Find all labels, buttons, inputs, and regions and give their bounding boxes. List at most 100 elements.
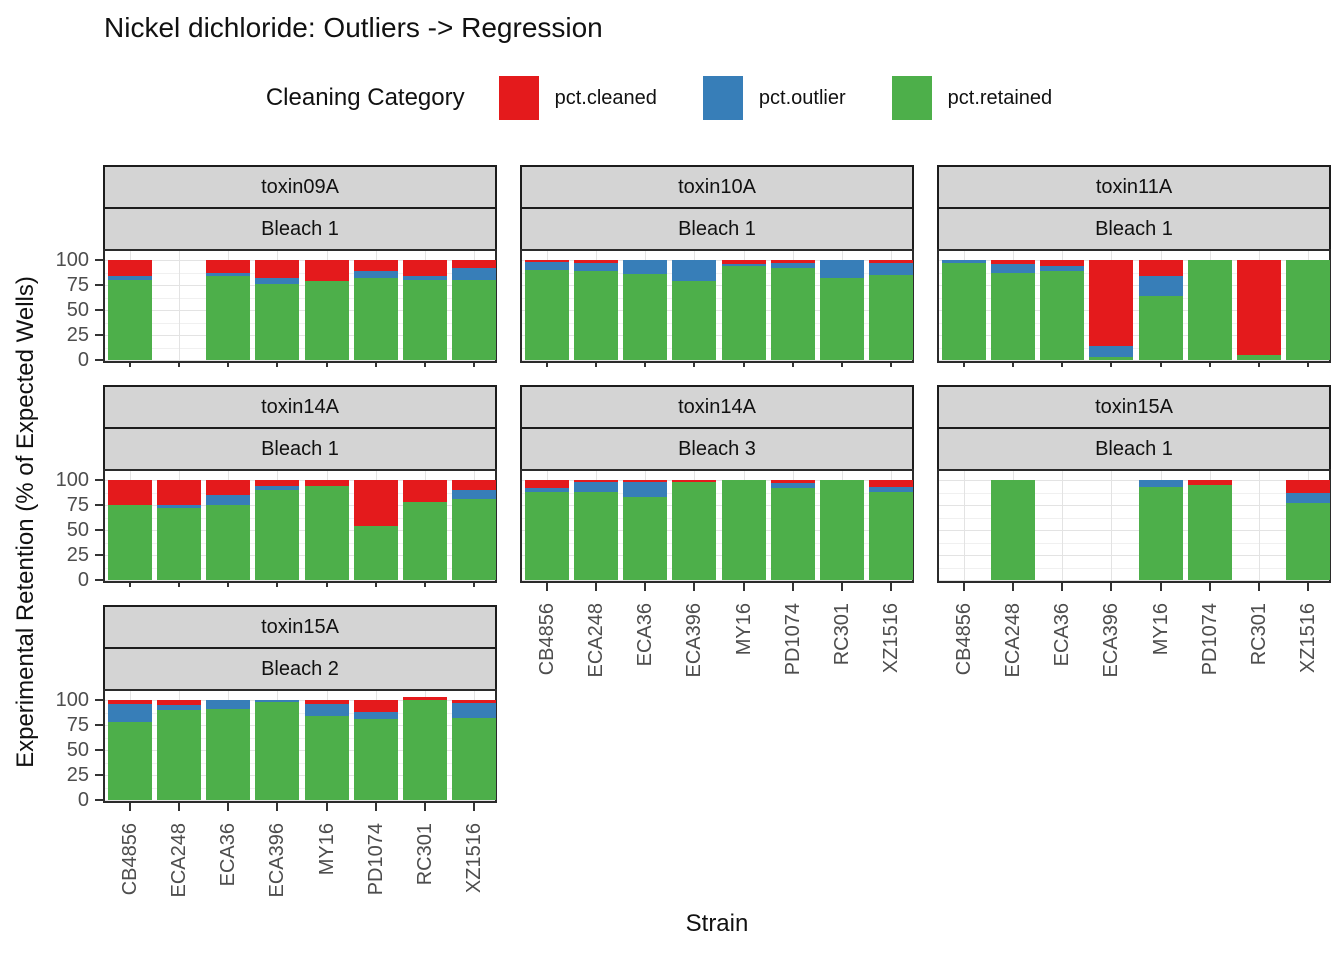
- gridline-major: [939, 505, 1329, 506]
- x-axis-tick-label: PD1074: [781, 603, 804, 676]
- legend-label-retained: pct.retained: [947, 86, 1053, 109]
- gridline-major: [105, 310, 495, 311]
- bar-segment: [770, 268, 815, 360]
- legend: Cleaning Category pct.cleaned pct.outlie…: [0, 70, 1344, 126]
- gridline-minor: [939, 322, 1329, 324]
- gridline-major: [105, 480, 495, 481]
- x-axis-tick: [177, 363, 180, 367]
- bar-segment: [403, 276, 448, 280]
- x-axis-tick: [693, 583, 696, 591]
- gridline-minor: [105, 492, 495, 494]
- bar-segment: [452, 703, 497, 718]
- gridline-major: [105, 700, 495, 701]
- y-axis-tick-label: 0: [77, 569, 89, 591]
- gridline-minor: [105, 517, 495, 519]
- x-axis-tick: [1061, 363, 1064, 367]
- bar-segment: [206, 260, 251, 273]
- gridline-major: [522, 260, 912, 261]
- bar-segment: [304, 716, 349, 800]
- x-axis-tick-label: ECA36: [634, 603, 657, 667]
- bar-segment: [304, 704, 349, 716]
- x-axis-tick: [128, 803, 131, 811]
- gridline-major: [522, 505, 912, 506]
- x-axis-tick-label: XZ1516: [880, 603, 903, 674]
- x-axis-tick: [644, 363, 647, 367]
- x-axis-tick: [1110, 583, 1113, 591]
- bar-segment: [869, 487, 914, 492]
- x-axis-tick: [545, 363, 548, 367]
- gridline-major: [522, 555, 912, 556]
- x-axis-tick: [1061, 583, 1064, 591]
- gridline-major: [522, 480, 912, 481]
- gridline-major: [105, 800, 495, 801]
- y-axis-tick: [95, 579, 103, 581]
- x-axis-tick-label: MY16: [1149, 603, 1172, 656]
- x-axis-tick: [276, 803, 279, 811]
- bar-segment: [1138, 480, 1183, 487]
- bar-segment: [353, 278, 398, 360]
- gridline-minor: [522, 492, 912, 494]
- bar-segment: [403, 280, 448, 360]
- y-axis-tick: [95, 799, 103, 801]
- plot-area: 0 25 50 75 100: [56, 469, 497, 591]
- x-axis-tick-label: CB4856: [535, 603, 558, 676]
- x-axis-tick: [594, 363, 597, 367]
- y-axis-tick: [95, 774, 103, 776]
- bar-segment: [1286, 493, 1331, 503]
- bar-segment: [1187, 485, 1232, 580]
- gridline-minor: [522, 297, 912, 299]
- bar-segment: [721, 266, 766, 360]
- bar-segment: [255, 260, 300, 278]
- bar-segment: [672, 482, 717, 580]
- gridline-vertical: [1259, 471, 1261, 581]
- gridline-major: [939, 360, 1329, 361]
- bar-segment: [721, 260, 766, 264]
- x-axis-tick: [890, 363, 893, 367]
- x-axis-tick: [473, 803, 476, 811]
- y-axis-tick-label: 25: [66, 544, 89, 566]
- facet-panel: toxin14A Bleach 1 0 25 50 75 100: [56, 385, 497, 591]
- bar-segment: [990, 480, 1035, 580]
- bar-segment: [452, 280, 497, 360]
- x-axis-tick: [1258, 363, 1261, 367]
- x-axis-tick-label: RC301: [414, 823, 437, 886]
- x-axis-tick-label: ECA248: [167, 823, 190, 898]
- bar-segment: [403, 480, 448, 502]
- y-axis-title: Experimental Retention (% of Expected We…: [12, 276, 39, 768]
- x-axis-tick: [1011, 583, 1014, 591]
- bar-segment: [869, 275, 914, 360]
- x-axis-tick: [693, 363, 696, 367]
- x-axis-tick-label: XZ1516: [463, 823, 486, 894]
- x-axis-tick: [1258, 583, 1261, 591]
- gridline-vertical: [178, 251, 180, 361]
- bar-segment: [452, 268, 497, 280]
- bar-segment: [770, 480, 815, 483]
- facet-strip-toxin: toxin09A: [103, 165, 497, 209]
- x-axis-tick-label: CB4856: [952, 603, 975, 676]
- gridline-major: [522, 285, 912, 286]
- bar-segment: [721, 264, 766, 266]
- gridline-major: [939, 480, 1329, 481]
- gridline-major: [105, 360, 495, 361]
- x-axis-tick: [276, 583, 279, 587]
- facet-strip-toxin: toxin15A: [937, 385, 1331, 429]
- x-axis-tick: [644, 583, 647, 591]
- bar-segment: [255, 700, 300, 702]
- bar-segment: [156, 508, 201, 580]
- x-axis-tick: [227, 363, 230, 367]
- gridline-major: [105, 580, 495, 581]
- x-axis-tick-label: PD1074: [1198, 603, 1221, 676]
- y-axis-tick: [95, 334, 103, 336]
- y-axis-tick-label: 25: [66, 764, 89, 786]
- bar-segment: [156, 480, 201, 505]
- facet-strip-bleach: Bleach 3: [520, 427, 914, 471]
- bar-segment: [452, 490, 497, 499]
- y-axis-tick-label: 50: [66, 739, 89, 761]
- bar-segment: [304, 486, 349, 580]
- bar-segment: [304, 260, 349, 281]
- bar-segment: [107, 276, 152, 280]
- legend-item-cleaned: pct.cleaned: [498, 76, 657, 120]
- bar-segment: [255, 490, 300, 580]
- bar-segment: [206, 276, 251, 360]
- bar-segment: [623, 274, 668, 360]
